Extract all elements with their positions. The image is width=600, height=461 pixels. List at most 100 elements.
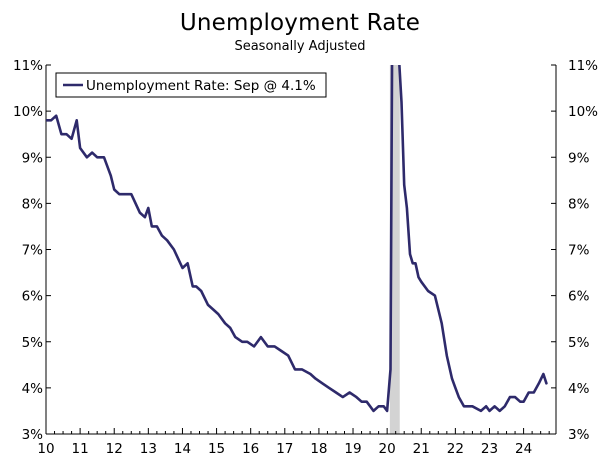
y-tick-label-right: 6% (568, 289, 590, 305)
data-point (403, 184, 405, 186)
data-point (377, 405, 380, 408)
data-point (427, 290, 429, 292)
data-point (488, 410, 491, 412)
data-point (50, 119, 52, 122)
data-point (355, 396, 358, 398)
data-point (314, 377, 317, 380)
data-point (365, 400, 368, 403)
data-point (434, 294, 436, 297)
y-tick-label-right: 4% (568, 381, 590, 397)
data-point (471, 405, 474, 408)
chart-subtitle: Seasonally Adjusted (234, 39, 366, 54)
data-point (400, 101, 403, 103)
data-point (273, 345, 276, 348)
data-point (191, 285, 194, 288)
data-point (99, 156, 102, 159)
data-point (139, 211, 141, 214)
data-point (411, 262, 414, 265)
data-point (46, 119, 47, 122)
data-point (287, 354, 290, 357)
y-tick-label-left: 4% (22, 381, 44, 397)
data-point (498, 410, 501, 412)
x-tick-label: 11 (72, 441, 89, 457)
data-point (79, 147, 81, 149)
data-point (166, 239, 168, 242)
y-tick-label-right: 9% (568, 150, 590, 166)
data-point (118, 193, 121, 195)
x-tick-label: 12 (106, 441, 123, 457)
data-point (246, 340, 249, 343)
data-point (253, 345, 255, 348)
data-point (440, 322, 443, 325)
data-point (123, 193, 126, 195)
y-tick-label-right: 10% (568, 104, 598, 120)
data-point (480, 410, 482, 412)
data-point (294, 368, 296, 371)
data-point (538, 382, 540, 385)
series-line (46, 65, 548, 413)
data-point (301, 368, 303, 371)
data-point (451, 377, 453, 380)
data-point (173, 248, 175, 251)
x-tick-label: 21 (413, 441, 430, 457)
y-tick-label-right: 7% (568, 243, 590, 259)
data-point (328, 387, 330, 389)
y-tick-label-right: 5% (568, 335, 590, 351)
x-tick-label: 16 (242, 441, 259, 457)
x-tick-label: 20 (379, 441, 396, 457)
data-point (147, 207, 150, 209)
data-point (409, 253, 411, 255)
y-tick-label-right: 11% (568, 58, 598, 74)
data-point (75, 119, 78, 122)
x-tick-label: 17 (276, 441, 293, 457)
data-point (156, 225, 158, 228)
data-point (414, 262, 417, 265)
data-point (493, 405, 496, 408)
data-point (348, 391, 351, 394)
data-point (533, 391, 535, 394)
x-tick-label: 19 (344, 441, 361, 457)
data-point (200, 290, 203, 292)
y-tick-label-left: 6% (22, 289, 44, 305)
y-tick-label-left: 9% (22, 150, 44, 166)
data-point (321, 382, 324, 385)
data-point (542, 373, 545, 375)
x-tick-label: 15 (208, 441, 225, 457)
data-point (186, 262, 189, 265)
data-point (212, 308, 214, 311)
data-point (181, 267, 184, 269)
y-tick-label-left: 11% (13, 58, 43, 74)
data-point (195, 285, 197, 288)
data-point (335, 391, 337, 394)
y-tick-label-left: 5% (22, 335, 44, 351)
recession-band (389, 65, 400, 434)
x-tick-label: 22 (447, 441, 464, 457)
data-point (224, 322, 226, 325)
y-tick-label-left: 8% (22, 196, 44, 212)
data-point (509, 396, 511, 398)
data-point (229, 327, 232, 329)
data-point (70, 138, 73, 140)
data-point (522, 400, 525, 403)
data-point (341, 396, 344, 398)
x-tick-label: 14 (174, 441, 191, 457)
x-tick-label: 18 (310, 441, 327, 457)
data-point (144, 216, 146, 219)
data-point (446, 354, 448, 357)
data-point (360, 400, 363, 403)
data-point (91, 151, 93, 154)
data-point (389, 368, 392, 371)
data-point (485, 405, 487, 408)
data-point (241, 340, 243, 343)
data-point (504, 405, 506, 408)
data-point (207, 304, 209, 306)
data-point (386, 410, 388, 412)
legend-box (55, 72, 327, 98)
data-point (113, 188, 116, 191)
data-point (266, 345, 269, 348)
data-point (406, 207, 408, 209)
data-point (150, 225, 153, 228)
data-point (454, 387, 457, 389)
